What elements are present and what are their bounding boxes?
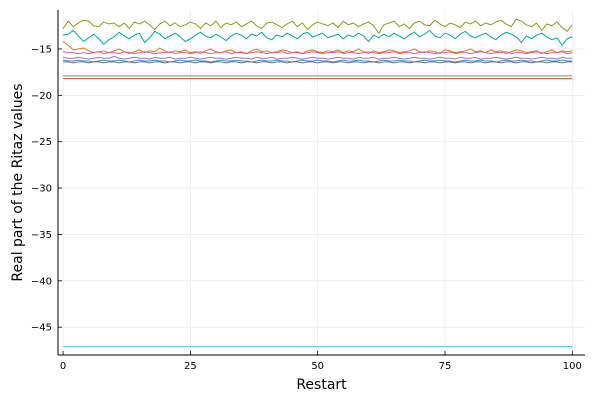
- x-tick-label: 25: [184, 361, 197, 372]
- y-tick-label: −35: [31, 230, 52, 241]
- x-tick-label: 75: [439, 361, 452, 372]
- y-tick-label: −25: [31, 137, 52, 148]
- series-line-5: [63, 55, 573, 60]
- x-ticks: 0 25 50 75 100: [60, 351, 582, 372]
- series-line-2: [63, 29, 573, 46]
- y-tick-label: −30: [31, 184, 52, 195]
- x-axis-title: Restart: [296, 377, 347, 393]
- y-axis-title: Real part of the Ritaz values: [10, 83, 26, 281]
- y-tick-label: −40: [31, 276, 52, 287]
- y-tick-label: −45: [31, 323, 52, 334]
- series-line-1: [62, 18, 573, 34]
- axes: [57, 10, 585, 356]
- y-ticks: −15 −20 −25 −30 −35 −40 −45: [31, 44, 62, 334]
- series-line-3: [62, 41, 573, 55]
- series-line-7: [63, 61, 573, 64]
- series-line-6: [63, 59, 573, 63]
- y-tick-label: −15: [31, 44, 52, 55]
- x-tick-label: 0: [60, 361, 66, 372]
- x-tick-label: 100: [563, 361, 582, 372]
- x-tick-label: 50: [311, 361, 324, 372]
- y-tick-label: −20: [31, 91, 52, 102]
- grid: [58, 10, 585, 355]
- series-line-4: [63, 51, 573, 55]
- series-lines: [62, 18, 573, 348]
